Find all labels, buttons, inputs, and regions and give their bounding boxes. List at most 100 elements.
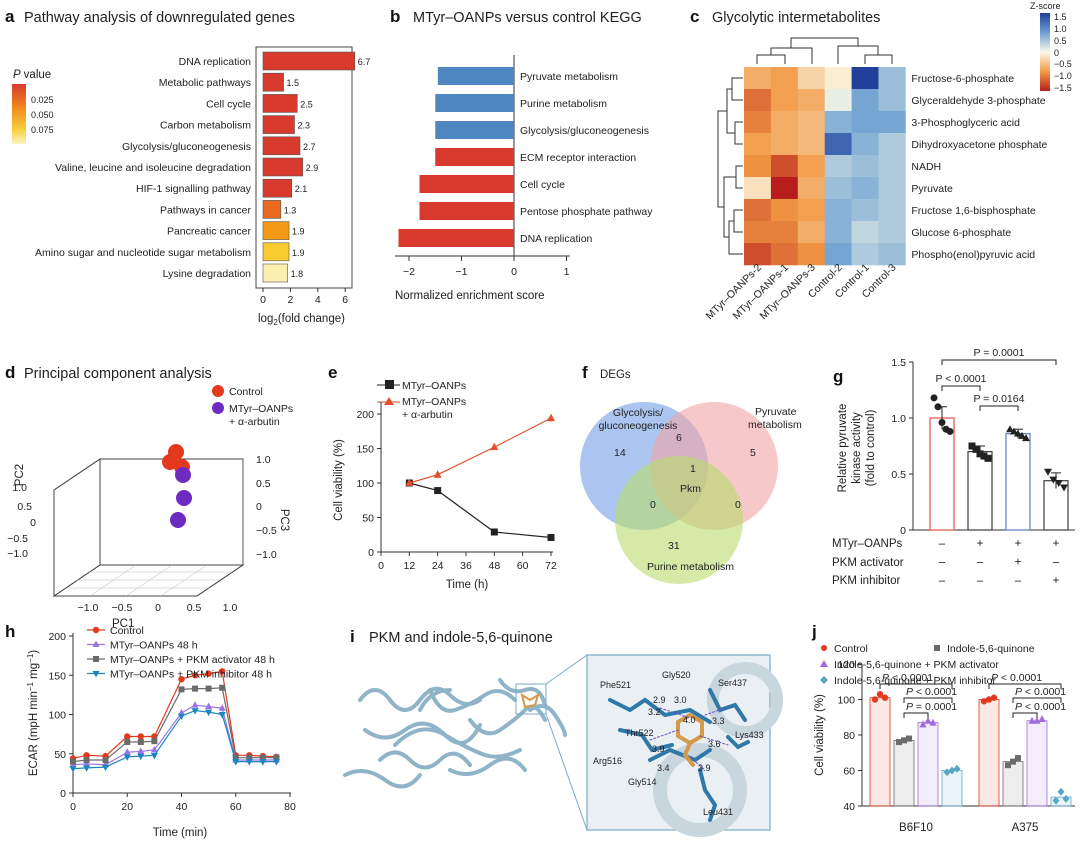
heatmap-cell bbox=[744, 89, 772, 112]
category-label: Pathways in cancer bbox=[160, 204, 252, 216]
legend-marker bbox=[934, 645, 940, 651]
data-point bbox=[137, 747, 145, 754]
heatmap-cell bbox=[824, 67, 852, 90]
data-point bbox=[984, 454, 992, 462]
data-point bbox=[218, 668, 226, 675]
legend-e-label-1: MTyr–OANPs bbox=[402, 380, 466, 392]
x-tick-label: 6 bbox=[342, 294, 348, 306]
data-point bbox=[1054, 479, 1063, 487]
panel-c-title: Glycolytic intermetabolites bbox=[712, 10, 880, 26]
heatmap-cell bbox=[770, 67, 799, 90]
y-axis-label: Cell viability (%) bbox=[333, 439, 345, 521]
y-tick-label: 0 bbox=[368, 547, 374, 559]
data-point bbox=[205, 670, 212, 677]
data-point bbox=[953, 764, 961, 773]
distance-label: 3.6 bbox=[708, 739, 721, 749]
category-label: Glycolysis/gluconeogenesis bbox=[520, 125, 649, 137]
distance-label: 3.3 bbox=[712, 716, 725, 726]
y-tick-label: 50 bbox=[362, 513, 374, 525]
data-point bbox=[83, 759, 91, 767]
panel-letter-c: c bbox=[690, 7, 699, 26]
column-dendrogram bbox=[756, 37, 893, 64]
heatmap-cell bbox=[824, 133, 852, 156]
significance-bracket bbox=[1012, 697, 1062, 703]
bar bbox=[978, 699, 1000, 807]
panel-a: a Pathway analysis of downregulated gene… bbox=[5, 7, 370, 327]
data-point bbox=[245, 759, 253, 766]
distance-label: 3.2 bbox=[648, 707, 661, 717]
data-point bbox=[433, 470, 442, 478]
residue-arg516: Arg516 bbox=[593, 756, 622, 766]
zoom-line-top bbox=[545, 654, 588, 685]
venn-count-glyco-purine: 0 bbox=[650, 499, 656, 511]
x-tick-label: −2 bbox=[403, 266, 415, 278]
legend-e-label-3: + α-arbutin bbox=[402, 409, 453, 421]
bar bbox=[893, 739, 915, 807]
venn-center-label: Pkm bbox=[680, 483, 701, 495]
p-value-label: P < 0.0001 bbox=[991, 672, 1042, 684]
legend-e-marker-2 bbox=[384, 397, 394, 405]
bar-2 bbox=[262, 94, 298, 113]
x-tick-label: 20 bbox=[121, 801, 133, 813]
y-tick-label: 0.5 bbox=[891, 469, 906, 481]
data-point bbox=[980, 452, 988, 460]
heatmap-cell bbox=[744, 199, 772, 222]
y-tick-label: 150 bbox=[356, 444, 374, 456]
pc3-tick: 1.0 bbox=[256, 454, 271, 466]
panel-f: f DEGs Glycolysis/ gluconeogenesis Pyruv… bbox=[580, 363, 802, 584]
data-point bbox=[924, 716, 932, 724]
data-point bbox=[232, 759, 240, 766]
pca-point bbox=[175, 467, 191, 483]
panel-g: g 0 0.5 1.0 1.5 Relative pyruvate kinase acti… bbox=[832, 347, 1075, 587]
data-point bbox=[901, 737, 907, 744]
y-tick-label: 80 bbox=[843, 730, 855, 742]
row-label: NADH bbox=[911, 161, 941, 173]
panel-letter-e: e bbox=[328, 363, 337, 382]
value-label: 1.3 bbox=[284, 205, 297, 215]
pca-points bbox=[162, 444, 192, 528]
bar-8 bbox=[262, 221, 290, 240]
data-point bbox=[191, 701, 199, 708]
zscore-tick: 1.0 bbox=[1054, 24, 1067, 34]
heatmap-cell bbox=[744, 155, 772, 178]
panel-f-title: DEGs bbox=[600, 369, 631, 381]
value-label: 1.9 bbox=[292, 227, 305, 237]
data-point bbox=[178, 713, 185, 721]
panel-a-xlabel: log2(fold change) bbox=[258, 313, 345, 327]
heatmap-cell bbox=[797, 221, 825, 244]
g-row-label-3: PKM inhibitor bbox=[832, 575, 901, 587]
heatmap-cell bbox=[797, 177, 825, 200]
heatmap-cell bbox=[770, 111, 799, 134]
pvalue-tick-2: 0.050 bbox=[31, 110, 54, 120]
data-point bbox=[547, 413, 555, 422]
bar-3 bbox=[435, 148, 514, 166]
panel-letter-g: g bbox=[833, 367, 843, 386]
pc1-tick: −1.0 bbox=[78, 602, 99, 614]
y-tick-label: 100 bbox=[837, 695, 855, 707]
pc2-tick: 0.5 bbox=[17, 501, 32, 513]
data-point bbox=[259, 759, 267, 766]
residue-ser437: Ser437 bbox=[718, 678, 747, 688]
pc1-tick: 0 bbox=[155, 602, 161, 614]
data-point bbox=[1010, 427, 1018, 435]
pc2-tick: 1.0 bbox=[12, 482, 27, 494]
row-dendrogram bbox=[717, 77, 743, 255]
pc3-tick: 0 bbox=[256, 501, 262, 513]
panel-d-title: Principal component analysis bbox=[24, 366, 212, 382]
bar-6 bbox=[398, 229, 514, 247]
significance-bracket bbox=[903, 712, 929, 718]
data-point bbox=[137, 753, 145, 761]
x-tick-label: 0 bbox=[70, 801, 76, 813]
data-point bbox=[151, 738, 158, 745]
panel-b-bars: Pyruvate metabolism Purine metabolism Glyc… bbox=[395, 55, 653, 278]
venn-label-glycolysis-2: gluconeogenesis bbox=[599, 420, 678, 432]
residue-leu431: Leu431 bbox=[703, 807, 733, 817]
bar-0 bbox=[437, 67, 514, 85]
x-tick-label: 72 bbox=[545, 560, 557, 572]
bar-0 bbox=[262, 51, 356, 71]
value-label: 2.5 bbox=[300, 99, 313, 109]
category-label: Pentose phosphate pathway bbox=[520, 206, 653, 218]
pc2-tick: −0.5 bbox=[7, 533, 28, 545]
category-label: Lysine degradation bbox=[163, 268, 252, 280]
distance-label: 3.4 bbox=[657, 763, 670, 773]
